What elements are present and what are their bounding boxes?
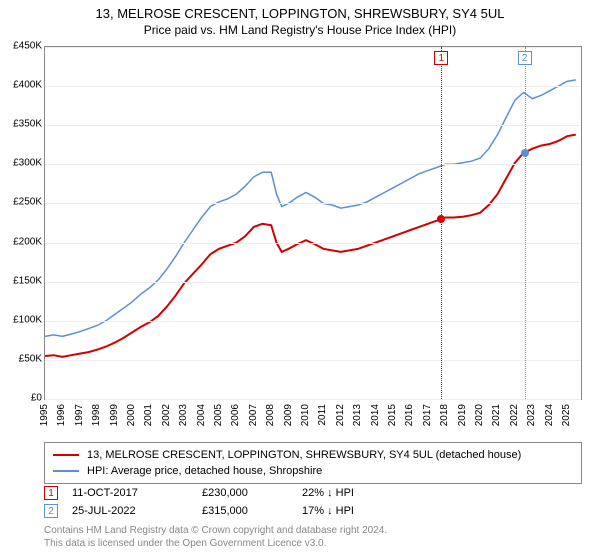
sale-marker-dot — [437, 215, 445, 223]
x-axis-label: 2012 — [335, 404, 346, 426]
x-axis-label: 2018 — [439, 404, 450, 426]
series-property_price — [45, 135, 576, 357]
x-axis-label: 2019 — [457, 404, 468, 426]
y-axis-label: £400K — [13, 80, 42, 91]
x-axis-label: 2000 — [126, 404, 137, 426]
x-axis-label: 2001 — [143, 404, 154, 426]
sale-marker-dot — [521, 149, 529, 157]
y-axis-label: £50K — [19, 353, 42, 364]
sale-marker-label: 1 — [434, 51, 448, 65]
sales-row: 1 11-OCT-2017£230,00022% ↓ HPI — [44, 484, 582, 502]
x-axis-label: 2003 — [178, 404, 189, 426]
footer-attribution: Contains HM Land Registry data © Crown c… — [44, 524, 387, 550]
sales-row-marker: 2 — [44, 504, 58, 518]
y-axis-label: £450K — [13, 41, 42, 52]
x-axis-label: 2015 — [387, 404, 398, 426]
x-axis-label: 2008 — [265, 404, 276, 426]
gridline — [45, 203, 581, 204]
x-axis-label: 1999 — [109, 404, 120, 426]
x-axis-label: 2024 — [544, 404, 555, 426]
sales-row-pct: 22% ↓ HPI — [302, 487, 392, 499]
sale-marker-line — [525, 47, 526, 399]
chart-container: 13, MELROSE CRESCENT, LOPPINGTON, SHREWS… — [0, 0, 600, 560]
x-axis-label: 2002 — [161, 404, 172, 426]
legend-item: HPI: Average price, detached house, Shro… — [53, 463, 573, 479]
sales-row-date: 25-JUL-2022 — [72, 505, 202, 517]
x-axis-label: 2006 — [230, 404, 241, 426]
legend-label: 13, MELROSE CRESCENT, LOPPINGTON, SHREWS… — [87, 449, 521, 461]
x-axis-label: 2020 — [474, 404, 485, 426]
gridline — [45, 243, 581, 244]
x-axis-label: 1995 — [39, 404, 50, 426]
y-axis-label: £350K — [13, 119, 42, 130]
y-axis-label: £0 — [31, 393, 42, 404]
y-axis-label: £150K — [13, 275, 42, 286]
series-hpi — [45, 80, 576, 337]
y-axis-label: £300K — [13, 158, 42, 169]
x-axis-label: 2005 — [213, 404, 224, 426]
sales-row: 2 25-JUL-2022£315,00017% ↓ HPI — [44, 502, 582, 520]
legend-swatch — [53, 454, 79, 456]
sale-marker-label: 2 — [518, 51, 532, 65]
sales-row-price: £230,000 — [202, 487, 302, 499]
x-axis-label: 2017 — [422, 404, 433, 426]
x-axis-label: 2013 — [352, 404, 363, 426]
x-axis-label: 2021 — [491, 404, 502, 426]
x-axis-label: 2011 — [317, 404, 328, 426]
gridline — [45, 47, 581, 48]
x-axis-label: 1996 — [56, 404, 67, 426]
gridline — [45, 125, 581, 126]
x-axis-label: 2010 — [300, 404, 311, 426]
legend: 13, MELROSE CRESCENT, LOPPINGTON, SHREWS… — [44, 442, 582, 484]
sales-row-date: 11-OCT-2017 — [72, 487, 202, 499]
plot-area: 12 — [45, 47, 581, 399]
gridline — [45, 282, 581, 283]
x-axis-label: 2016 — [404, 404, 415, 426]
gridline — [45, 86, 581, 87]
x-axis-label: 2014 — [370, 404, 381, 426]
title-block: 13, MELROSE CRESCENT, LOPPINGTON, SHREWS… — [0, 0, 600, 37]
gridline — [45, 360, 581, 361]
x-axis-label: 2022 — [509, 404, 520, 426]
x-axis-label: 2023 — [526, 404, 537, 426]
x-axis-label: 1997 — [74, 404, 85, 426]
x-axis-label: 2009 — [283, 404, 294, 426]
gridline — [45, 164, 581, 165]
footer-line2: This data is licensed under the Open Gov… — [44, 537, 387, 550]
title-address: 13, MELROSE CRESCENT, LOPPINGTON, SHREWS… — [0, 6, 600, 21]
footer-line1: Contains HM Land Registry data © Crown c… — [44, 524, 387, 537]
x-axis-label: 2025 — [561, 404, 572, 426]
y-axis-label: £100K — [13, 314, 42, 325]
sales-row-marker: 1 — [44, 486, 58, 500]
line-series-svg — [45, 47, 581, 399]
y-axis-label: £200K — [13, 236, 42, 247]
title-subtitle: Price paid vs. HM Land Registry's House … — [0, 23, 600, 37]
sales-row-price: £315,000 — [202, 505, 302, 517]
chart-area: 12 — [44, 46, 582, 400]
x-axis-label: 1998 — [91, 404, 102, 426]
y-axis-label: £250K — [13, 197, 42, 208]
legend-item: 13, MELROSE CRESCENT, LOPPINGTON, SHREWS… — [53, 447, 573, 463]
x-axis-label: 2007 — [248, 404, 259, 426]
gridline — [45, 399, 581, 400]
legend-label: HPI: Average price, detached house, Shro… — [87, 465, 322, 477]
sales-row-pct: 17% ↓ HPI — [302, 505, 392, 517]
gridline — [45, 321, 581, 322]
x-axis-label: 2004 — [196, 404, 207, 426]
legend-swatch — [53, 470, 79, 472]
sales-table: 1 11-OCT-2017£230,00022% ↓ HPI 2 25-JUL-202… — [44, 484, 582, 520]
